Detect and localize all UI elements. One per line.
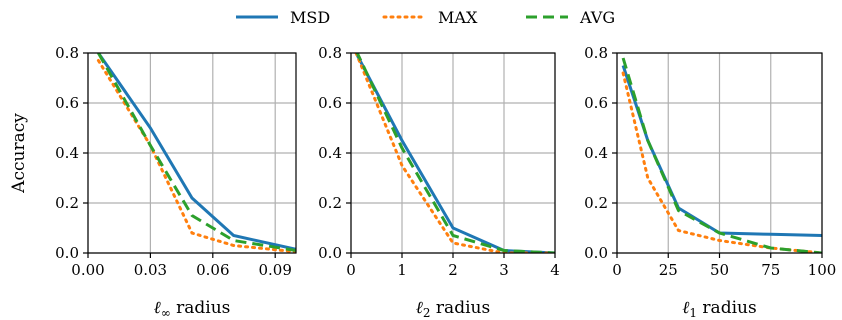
y-tick-label: 0.0 (584, 244, 608, 262)
y-tick-label: 0.0 (318, 244, 342, 262)
legend-label-max: MAX (438, 8, 478, 27)
x-tick-label: 1 (397, 261, 407, 279)
x-axis-label: ℓ1 radius (682, 298, 756, 320)
chart-panel-2: 0 1 2 3 40.00.20.40.60.8ℓ2 radius (318, 44, 560, 320)
legend: MSD MAX AVG (236, 8, 615, 27)
x-tick-label: 3 (499, 261, 509, 279)
series-group (621, 57, 822, 253)
legend-label-avg: AVG (579, 8, 615, 27)
y-tick-label: 0.4 (584, 144, 608, 162)
x-axis-label-subscript: 2 (423, 306, 431, 320)
x-axis-label-text: radius (171, 298, 231, 318)
series-group (96, 53, 296, 253)
x-tick-label: 0.03 (134, 261, 167, 279)
y-tick-label: 0.2 (318, 194, 342, 212)
y-tick-label: 0.2 (584, 194, 608, 212)
series-line-avg (355, 53, 555, 253)
x-tick-label: 4 (550, 261, 560, 279)
x-tick-label: 0 (346, 261, 356, 279)
x-tick-label: 0.06 (196, 261, 229, 279)
x-tick-label: 75 (761, 261, 780, 279)
x-axis-label: ℓ∞ radius (154, 298, 231, 320)
y-tick-label: 0.6 (584, 94, 608, 112)
y-tick-label: 0.6 (55, 94, 79, 112)
x-tick-label: 50 (710, 261, 729, 279)
y-tick-label: 0.8 (584, 44, 608, 62)
x-tick-label: 2 (448, 261, 458, 279)
y-tick-label: 0.0 (55, 244, 79, 262)
x-axis-label-symbol: ℓ (416, 298, 423, 318)
x-axis-label-symbol: ℓ (682, 298, 689, 318)
chart-panels: 0.00 0.03 0.06 0.090.00.20.40.60.8ℓ∞ radius… (9, 44, 836, 320)
chart-panel-3: 0 25 50 75 100 0.0 0.2 0.4 0.6 0.8 ℓ1 radius (584, 44, 836, 320)
y-axis-label: Accuracy (9, 113, 29, 194)
x-tick-label: 25 (659, 261, 678, 279)
series-line-max (621, 71, 822, 253)
x-axis-label-subscript: 1 (689, 306, 697, 320)
y-tick-label: 0.8 (55, 44, 79, 62)
x-axis-label-symbol: ℓ (154, 298, 161, 318)
series-line-msd (97, 53, 296, 251)
legend-label-msd: MSD (290, 8, 330, 27)
y-tick-label: 0.8 (318, 44, 342, 62)
y-tick-label: 0.6 (318, 94, 342, 112)
y-tick-label: 0.4 (318, 144, 342, 162)
x-tick-label: 0.00 (71, 261, 104, 279)
y-tick-label: 0.4 (55, 144, 79, 162)
x-axis-label-text: radius (697, 298, 757, 318)
series-line-max (96, 59, 296, 253)
series-line-avg (97, 53, 296, 252)
x-axis-label-subscript: ∞ (161, 306, 171, 320)
x-tick-label: 100 (808, 261, 837, 279)
chart-panel-1: 0.00 0.03 0.06 0.09 0.0 0.2 0.4 0.6 0.8 ℓ∞ radius… (9, 44, 297, 320)
series-line-msd (621, 65, 822, 237)
series-line-avg (621, 57, 822, 253)
series-group (354, 53, 555, 253)
x-axis-label: ℓ2 radius (416, 298, 490, 320)
x-axis-label-text: radius (431, 298, 491, 318)
x-tick-label: 0 (612, 261, 622, 279)
x-tick-label: 0.09 (258, 261, 291, 279)
y-tick-label: 0.2 (55, 194, 79, 212)
